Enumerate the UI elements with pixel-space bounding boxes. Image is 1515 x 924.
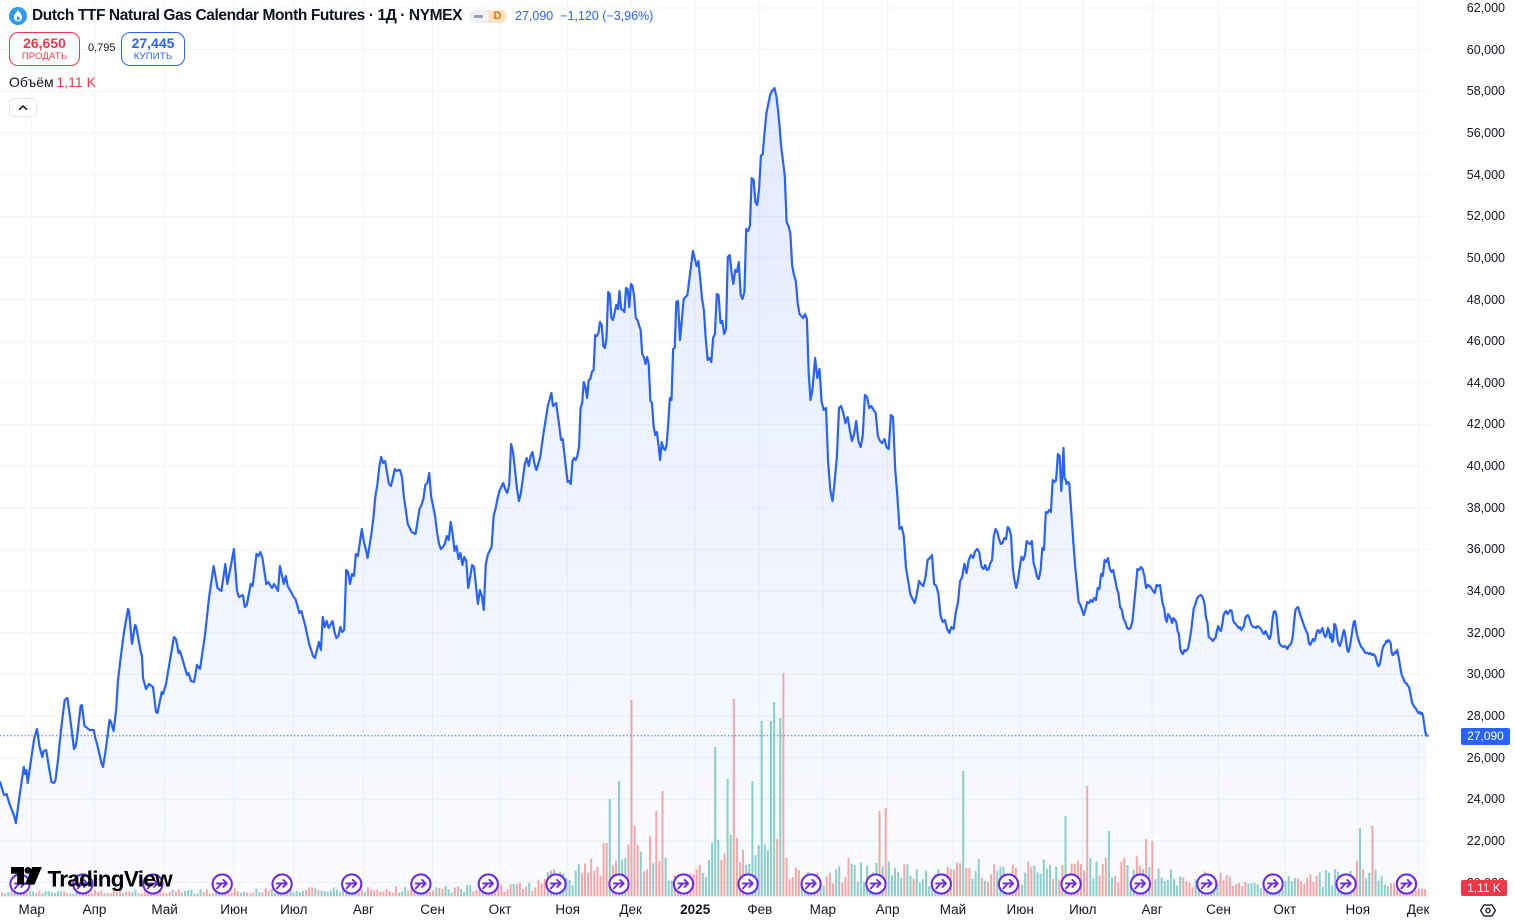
svg-text:TradingView: TradingView <box>48 867 174 892</box>
